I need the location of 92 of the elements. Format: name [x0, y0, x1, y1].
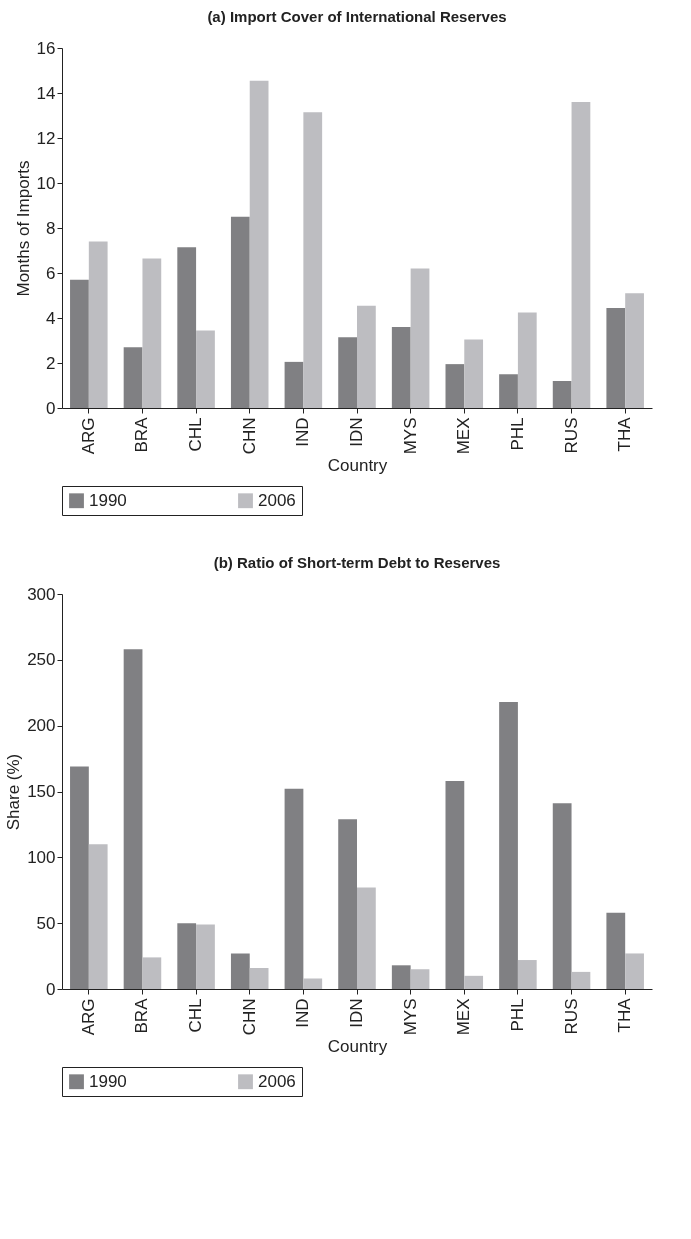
bar: [357, 887, 376, 989]
x-axis-title: Country: [327, 456, 388, 476]
x-tick-label: CHL: [186, 998, 206, 1033]
bar: [499, 701, 518, 989]
y-tick-label: 200: [27, 716, 56, 736]
x-tick-label: CHL: [186, 417, 206, 452]
x-axis-title: Country: [327, 1037, 388, 1057]
y-tick-label: 250: [27, 650, 56, 670]
bar: [499, 374, 518, 408]
bar: [70, 766, 89, 989]
y-axis-title: Months of Imports: [13, 160, 33, 297]
y-axis-title: Share (%): [4, 753, 24, 831]
bar: [303, 112, 323, 408]
y-tick-label: 8: [46, 218, 56, 238]
bar: [196, 924, 215, 989]
bar: [571, 102, 591, 408]
bar: [625, 953, 644, 989]
bar: [230, 953, 250, 989]
bar: [552, 381, 572, 408]
bar: [70, 279, 89, 408]
y-tick-label: 6: [46, 263, 56, 283]
bar: [464, 975, 484, 989]
x-tick-label: MYS: [400, 998, 420, 1036]
bar: [196, 330, 215, 408]
bar: [445, 780, 465, 989]
bar: [338, 337, 357, 408]
x-tick-label: MEX: [454, 998, 474, 1036]
bar: [230, 216, 250, 408]
bar: [177, 247, 197, 408]
x-tick-label: BRA: [132, 416, 152, 453]
bar: [552, 803, 572, 989]
bar: [410, 969, 430, 989]
bar: [517, 960, 537, 989]
x-tick-label: THA: [615, 997, 635, 1033]
x-tick-label: ARG: [78, 417, 98, 455]
legend-label: 2006: [258, 490, 296, 510]
bar: [625, 293, 644, 408]
bar: [517, 312, 537, 408]
y-tick-label: 150: [27, 782, 56, 801]
bar: [142, 258, 162, 408]
bar: [410, 268, 430, 408]
bar: [606, 307, 626, 408]
y-tick-label: 4: [46, 308, 56, 328]
bar: [177, 923, 197, 989]
x-tick-label: PHL: [507, 417, 527, 451]
y-tick-label: 0: [46, 398, 56, 418]
bar: [284, 788, 304, 989]
bar: [303, 978, 323, 989]
x-tick-label: IND: [293, 417, 313, 447]
y-tick-label: 300: [27, 584, 56, 604]
x-tick-label: CHN: [239, 417, 259, 455]
chart-title: (b) Ratio of Short-term Debt to Reserves: [213, 554, 501, 571]
x-tick-label: IDN: [347, 417, 366, 447]
bar: [88, 844, 108, 989]
bar: [284, 361, 304, 408]
x-tick-label: MEX: [454, 417, 474, 455]
bar: [142, 957, 162, 989]
legend-label: 1990: [89, 490, 127, 510]
bar: [123, 347, 143, 408]
x-tick-label: BRA: [132, 997, 152, 1034]
y-tick-label: 10: [36, 173, 56, 193]
y-tick-label: 16: [36, 38, 56, 58]
bar: [391, 965, 411, 989]
chart-title: (a) Import Cover of International Reserves: [207, 8, 507, 25]
bar: [88, 241, 108, 408]
x-tick-label: PHL: [507, 998, 527, 1032]
bar: [338, 819, 357, 989]
legend-label: 2006: [258, 1071, 296, 1091]
bar: [249, 967, 269, 989]
y-tick-label: 12: [36, 128, 56, 148]
x-tick-label: CHN: [239, 998, 259, 1036]
bar: [123, 649, 143, 989]
x-tick-label: IDN: [347, 998, 366, 1028]
bar: [571, 971, 591, 989]
bar: [249, 80, 269, 408]
x-tick-label: THA: [615, 416, 635, 452]
x-tick-label: RUS: [561, 417, 581, 454]
y-tick-label: 2: [46, 353, 56, 373]
x-tick-label: ARG: [78, 998, 98, 1036]
bar: [357, 305, 376, 408]
y-tick-label: 50: [36, 913, 56, 933]
y-tick-label: 100: [27, 847, 56, 867]
x-tick-label: IND: [293, 998, 313, 1028]
y-tick-label: 0: [46, 979, 56, 999]
x-tick-label: MYS: [400, 417, 420, 455]
bar: [606, 912, 626, 989]
x-tick-label: RUS: [561, 998, 581, 1035]
legend-label: 1990: [89, 1071, 127, 1091]
bar: [445, 364, 465, 408]
bar: [464, 339, 484, 408]
bar: [391, 327, 411, 408]
y-tick-label: 14: [36, 83, 56, 103]
